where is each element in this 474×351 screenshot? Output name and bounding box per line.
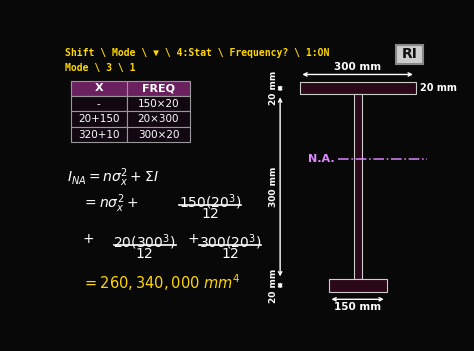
Bar — [127, 127, 190, 142]
Bar — [71, 81, 127, 96]
Text: 150 mm: 150 mm — [334, 302, 381, 312]
Bar — [396, 45, 423, 64]
Text: 20×300: 20×300 — [138, 114, 179, 124]
Text: Shift \ Mode \ ▼ \ 4:Stat \ Frequency? \ 1:ON
Mode \ 3 \ 1: Shift \ Mode \ ▼ \ 4:Stat \ Frequency? \… — [65, 48, 330, 73]
Text: 20 mm: 20 mm — [269, 71, 278, 105]
Text: RI: RI — [401, 47, 418, 61]
Text: 300×20: 300×20 — [138, 130, 179, 139]
Text: $12$: $12$ — [136, 247, 154, 261]
Text: N.A.: N.A. — [308, 154, 334, 164]
Text: 20 mm: 20 mm — [419, 83, 456, 93]
Text: $150(20^3)$: $150(20^3)$ — [179, 192, 242, 212]
Bar — [71, 96, 127, 111]
Text: 320+10: 320+10 — [78, 130, 119, 139]
Bar — [300, 82, 416, 94]
Bar — [127, 111, 190, 127]
Text: 300 mm: 300 mm — [334, 62, 381, 72]
Text: 20+150: 20+150 — [78, 114, 119, 124]
Text: $12$: $12$ — [221, 247, 239, 261]
Text: $+$: $+$ — [82, 232, 95, 246]
Text: $+$: $+$ — [187, 232, 199, 246]
Bar — [71, 111, 127, 127]
Bar — [71, 127, 127, 142]
Text: $20(300^3)$: $20(300^3)$ — [113, 232, 176, 252]
Text: 150×20: 150×20 — [137, 99, 179, 109]
Bar — [127, 96, 190, 111]
Bar — [328, 279, 387, 292]
Text: $12$: $12$ — [201, 207, 219, 221]
Bar — [127, 81, 190, 96]
Text: $= 260,340,000 \ mm^4$: $= 260,340,000 \ mm^4$ — [82, 272, 241, 293]
Text: $I_{NA} = n\sigma_x^2 + \Sigma I$: $I_{NA} = n\sigma_x^2 + \Sigma I$ — [67, 167, 159, 190]
Text: 20 mm: 20 mm — [269, 268, 278, 303]
Text: $= n\sigma_x^2 +$: $= n\sigma_x^2 +$ — [82, 192, 139, 215]
Bar — [354, 94, 362, 279]
Text: 300 mm: 300 mm — [269, 167, 278, 207]
Text: FREQ: FREQ — [142, 83, 175, 93]
Text: $300(20^3)$: $300(20^3)$ — [199, 232, 261, 252]
Text: -: - — [97, 99, 100, 109]
Text: X: X — [94, 83, 103, 93]
